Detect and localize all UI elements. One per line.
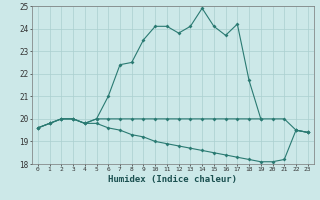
X-axis label: Humidex (Indice chaleur): Humidex (Indice chaleur)	[108, 175, 237, 184]
